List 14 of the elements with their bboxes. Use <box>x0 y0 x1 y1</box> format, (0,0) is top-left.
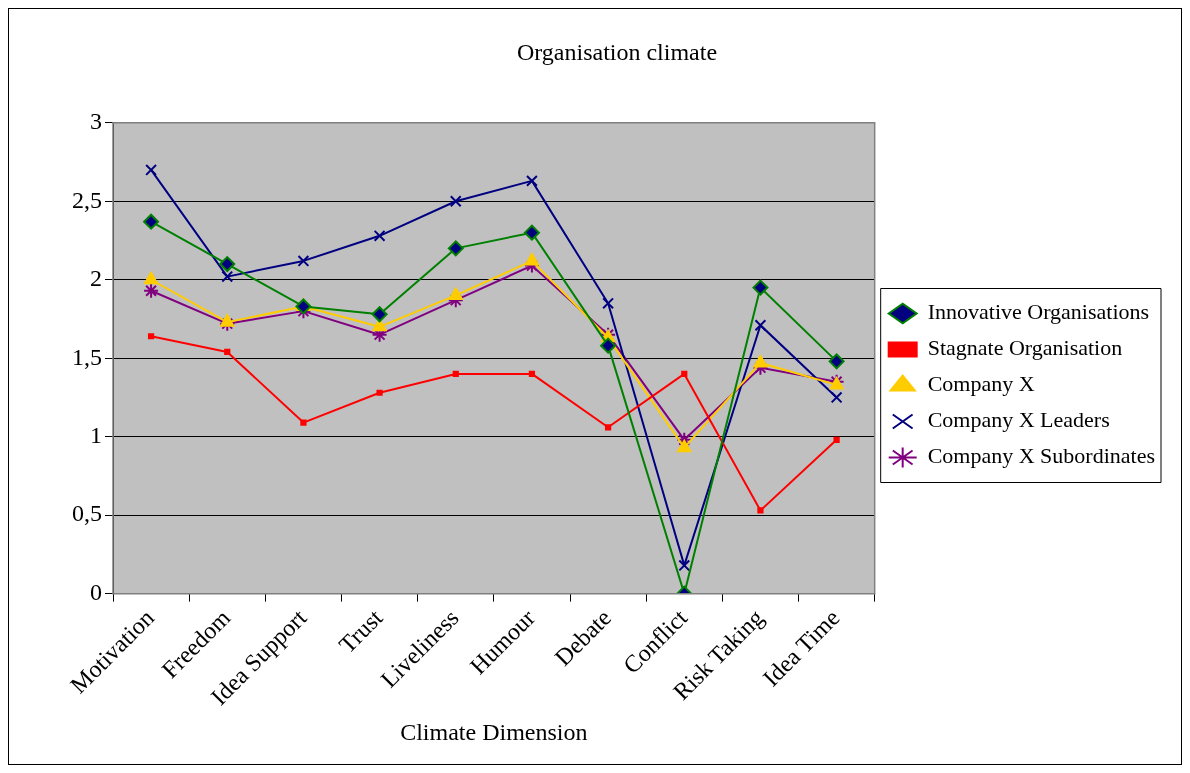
y-tick-label: 2 <box>90 265 102 292</box>
y-tick-label: 0,5 <box>72 500 102 527</box>
y-tick-label: 0 <box>90 578 102 605</box>
chart-title: Organisation climate <box>516 38 718 65</box>
y-tick-label: 1 <box>90 421 102 448</box>
legend-label: Innovative Organisations <box>927 299 1150 325</box>
legend-label: Stagnate Organisation <box>927 335 1123 361</box>
x-axis-title: Climate Dimension <box>400 718 588 745</box>
y-tick-label: 3 <box>90 108 102 135</box>
legend-label: Company X <box>927 371 1035 397</box>
y-tick-label: 2,5 <box>72 186 102 213</box>
legend-label: Company X Subordinates <box>927 443 1156 469</box>
y-tick-label: 1,5 <box>72 343 102 370</box>
legend-label: Company X Leaders <box>927 407 1110 433</box>
